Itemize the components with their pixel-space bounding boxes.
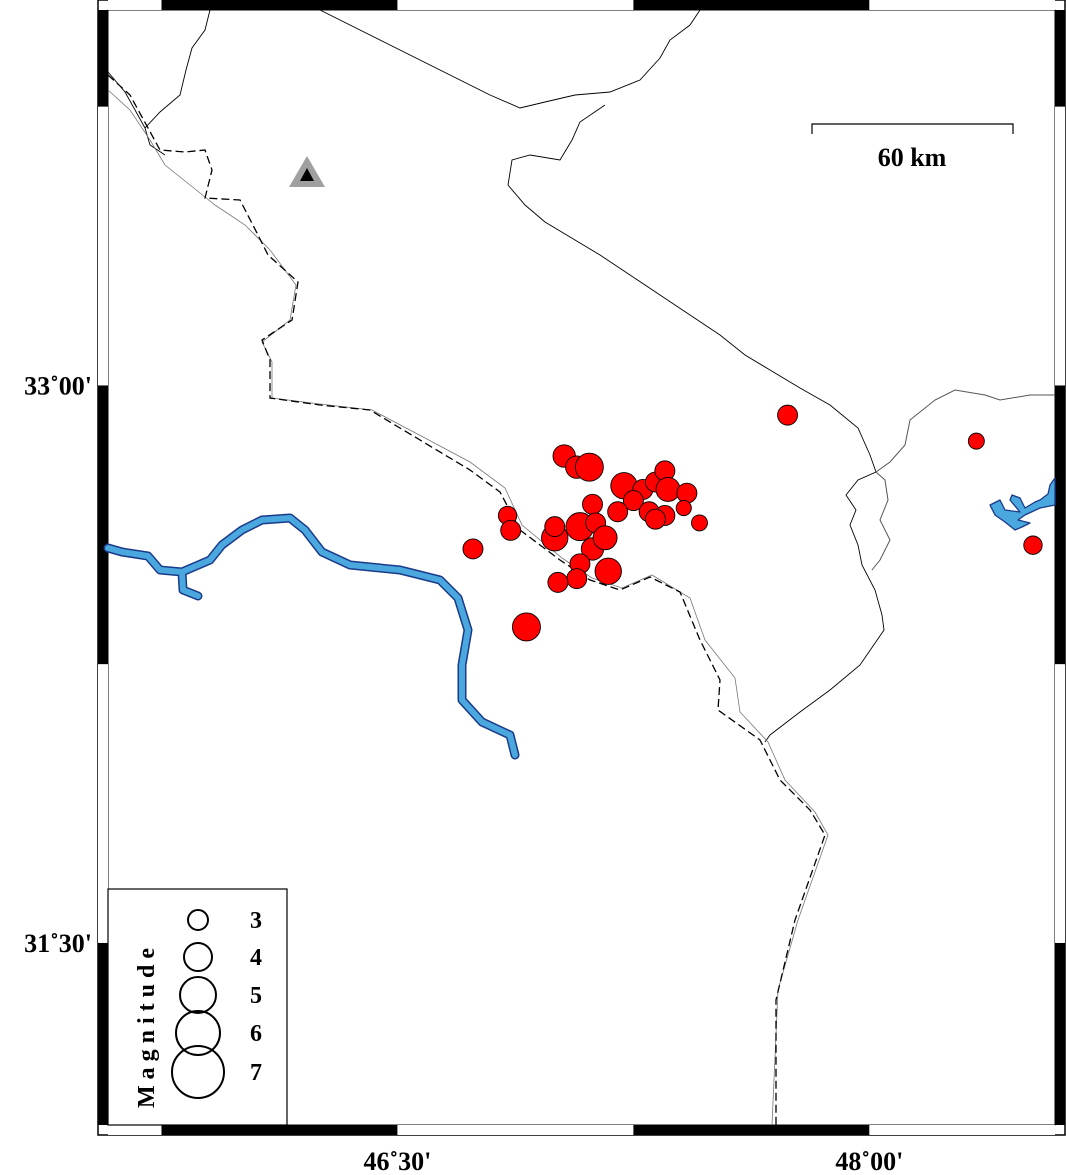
frame-segment bbox=[98, 385, 108, 665]
earthquake-event bbox=[462, 538, 484, 560]
border-gray bbox=[107, 89, 829, 1126]
frame-segment bbox=[1055, 664, 1065, 943]
legend-circle-icon bbox=[183, 942, 213, 972]
frame-segment bbox=[397, 0, 634, 10]
axis-ticks: 46˚30' 48˚00' 33˚00' 31˚30' bbox=[24, 371, 903, 1175]
frame-segment bbox=[108, 1125, 162, 1135]
frame-segment bbox=[161, 1125, 398, 1135]
frame-segment bbox=[869, 0, 1055, 10]
frame-segment bbox=[633, 0, 870, 10]
legend-label: 3 bbox=[250, 908, 262, 934]
x-tick-label: 46˚30' bbox=[364, 1147, 432, 1175]
legend-label: 6 bbox=[250, 1021, 262, 1047]
frame-segment bbox=[633, 1125, 870, 1135]
rivers bbox=[103, 477, 1056, 760]
earthquake-event bbox=[967, 432, 985, 450]
station-marker bbox=[289, 156, 325, 187]
earthquake-event bbox=[655, 477, 681, 502]
earthquake-event bbox=[511, 612, 541, 642]
earthquake-event bbox=[676, 482, 698, 504]
frame-segment bbox=[98, 10, 108, 107]
frame-segment bbox=[161, 0, 398, 10]
frame-segment bbox=[98, 106, 108, 386]
earthquake-event bbox=[544, 516, 566, 538]
coastlines-and-borders bbox=[107, 9, 1055, 1126]
reservoir-right bbox=[989, 477, 1056, 531]
frame-segment bbox=[397, 1125, 634, 1135]
legend-title: Magnitude bbox=[134, 942, 160, 1108]
earthquake-event bbox=[1023, 535, 1043, 555]
earthquake-event bbox=[691, 514, 708, 532]
province-boundary-east bbox=[507, 104, 885, 743]
earthquake-event bbox=[622, 490, 644, 512]
earthquake-event bbox=[574, 452, 604, 482]
magnitude-legend: Magnitude 3 4 5 6 7 bbox=[107, 888, 288, 1126]
earthquake-events bbox=[462, 404, 1043, 642]
frame-segment bbox=[98, 942, 108, 1125]
x-tick-label: 48˚00' bbox=[835, 1147, 903, 1175]
legend-label: 5 bbox=[250, 983, 262, 1009]
legend-circle-icon bbox=[187, 909, 209, 931]
river-boundary-east bbox=[871, 389, 1055, 571]
frame-segment bbox=[98, 664, 108, 943]
earthquake-event bbox=[644, 508, 666, 530]
earthquake-event bbox=[777, 404, 799, 426]
frame-segment bbox=[1055, 10, 1065, 107]
legend-label: 7 bbox=[250, 1060, 262, 1086]
scale-bar: 60 km bbox=[811, 123, 1014, 172]
earthquake-event bbox=[607, 501, 629, 523]
legend-label: 4 bbox=[250, 945, 262, 971]
earthquake-event bbox=[675, 499, 692, 517]
y-tick-label: 33˚00' bbox=[24, 371, 92, 400]
frame-segment bbox=[1055, 385, 1065, 665]
earthquake-event bbox=[594, 557, 622, 585]
frame-segment bbox=[1055, 942, 1065, 1125]
legend-circle-icon bbox=[175, 1010, 221, 1056]
earthquake-event bbox=[566, 568, 588, 590]
frame-segment bbox=[108, 0, 162, 10]
y-tick-label: 31˚30' bbox=[24, 929, 92, 958]
frame-segment bbox=[1055, 106, 1065, 386]
province-boundary-north bbox=[107, 9, 701, 156]
earthquake-event bbox=[547, 571, 569, 593]
legend-circle-icon bbox=[171, 1045, 225, 1099]
frame-segment bbox=[869, 1125, 1055, 1135]
scale-bar-label: 60 km bbox=[878, 143, 947, 172]
legend-circle-icon bbox=[179, 976, 217, 1014]
earthquake-event bbox=[592, 525, 618, 551]
international-border bbox=[107, 74, 826, 1125]
earthquake-event bbox=[582, 493, 603, 515]
river-left bbox=[105, 515, 518, 758]
earthquake-event bbox=[500, 519, 522, 541]
